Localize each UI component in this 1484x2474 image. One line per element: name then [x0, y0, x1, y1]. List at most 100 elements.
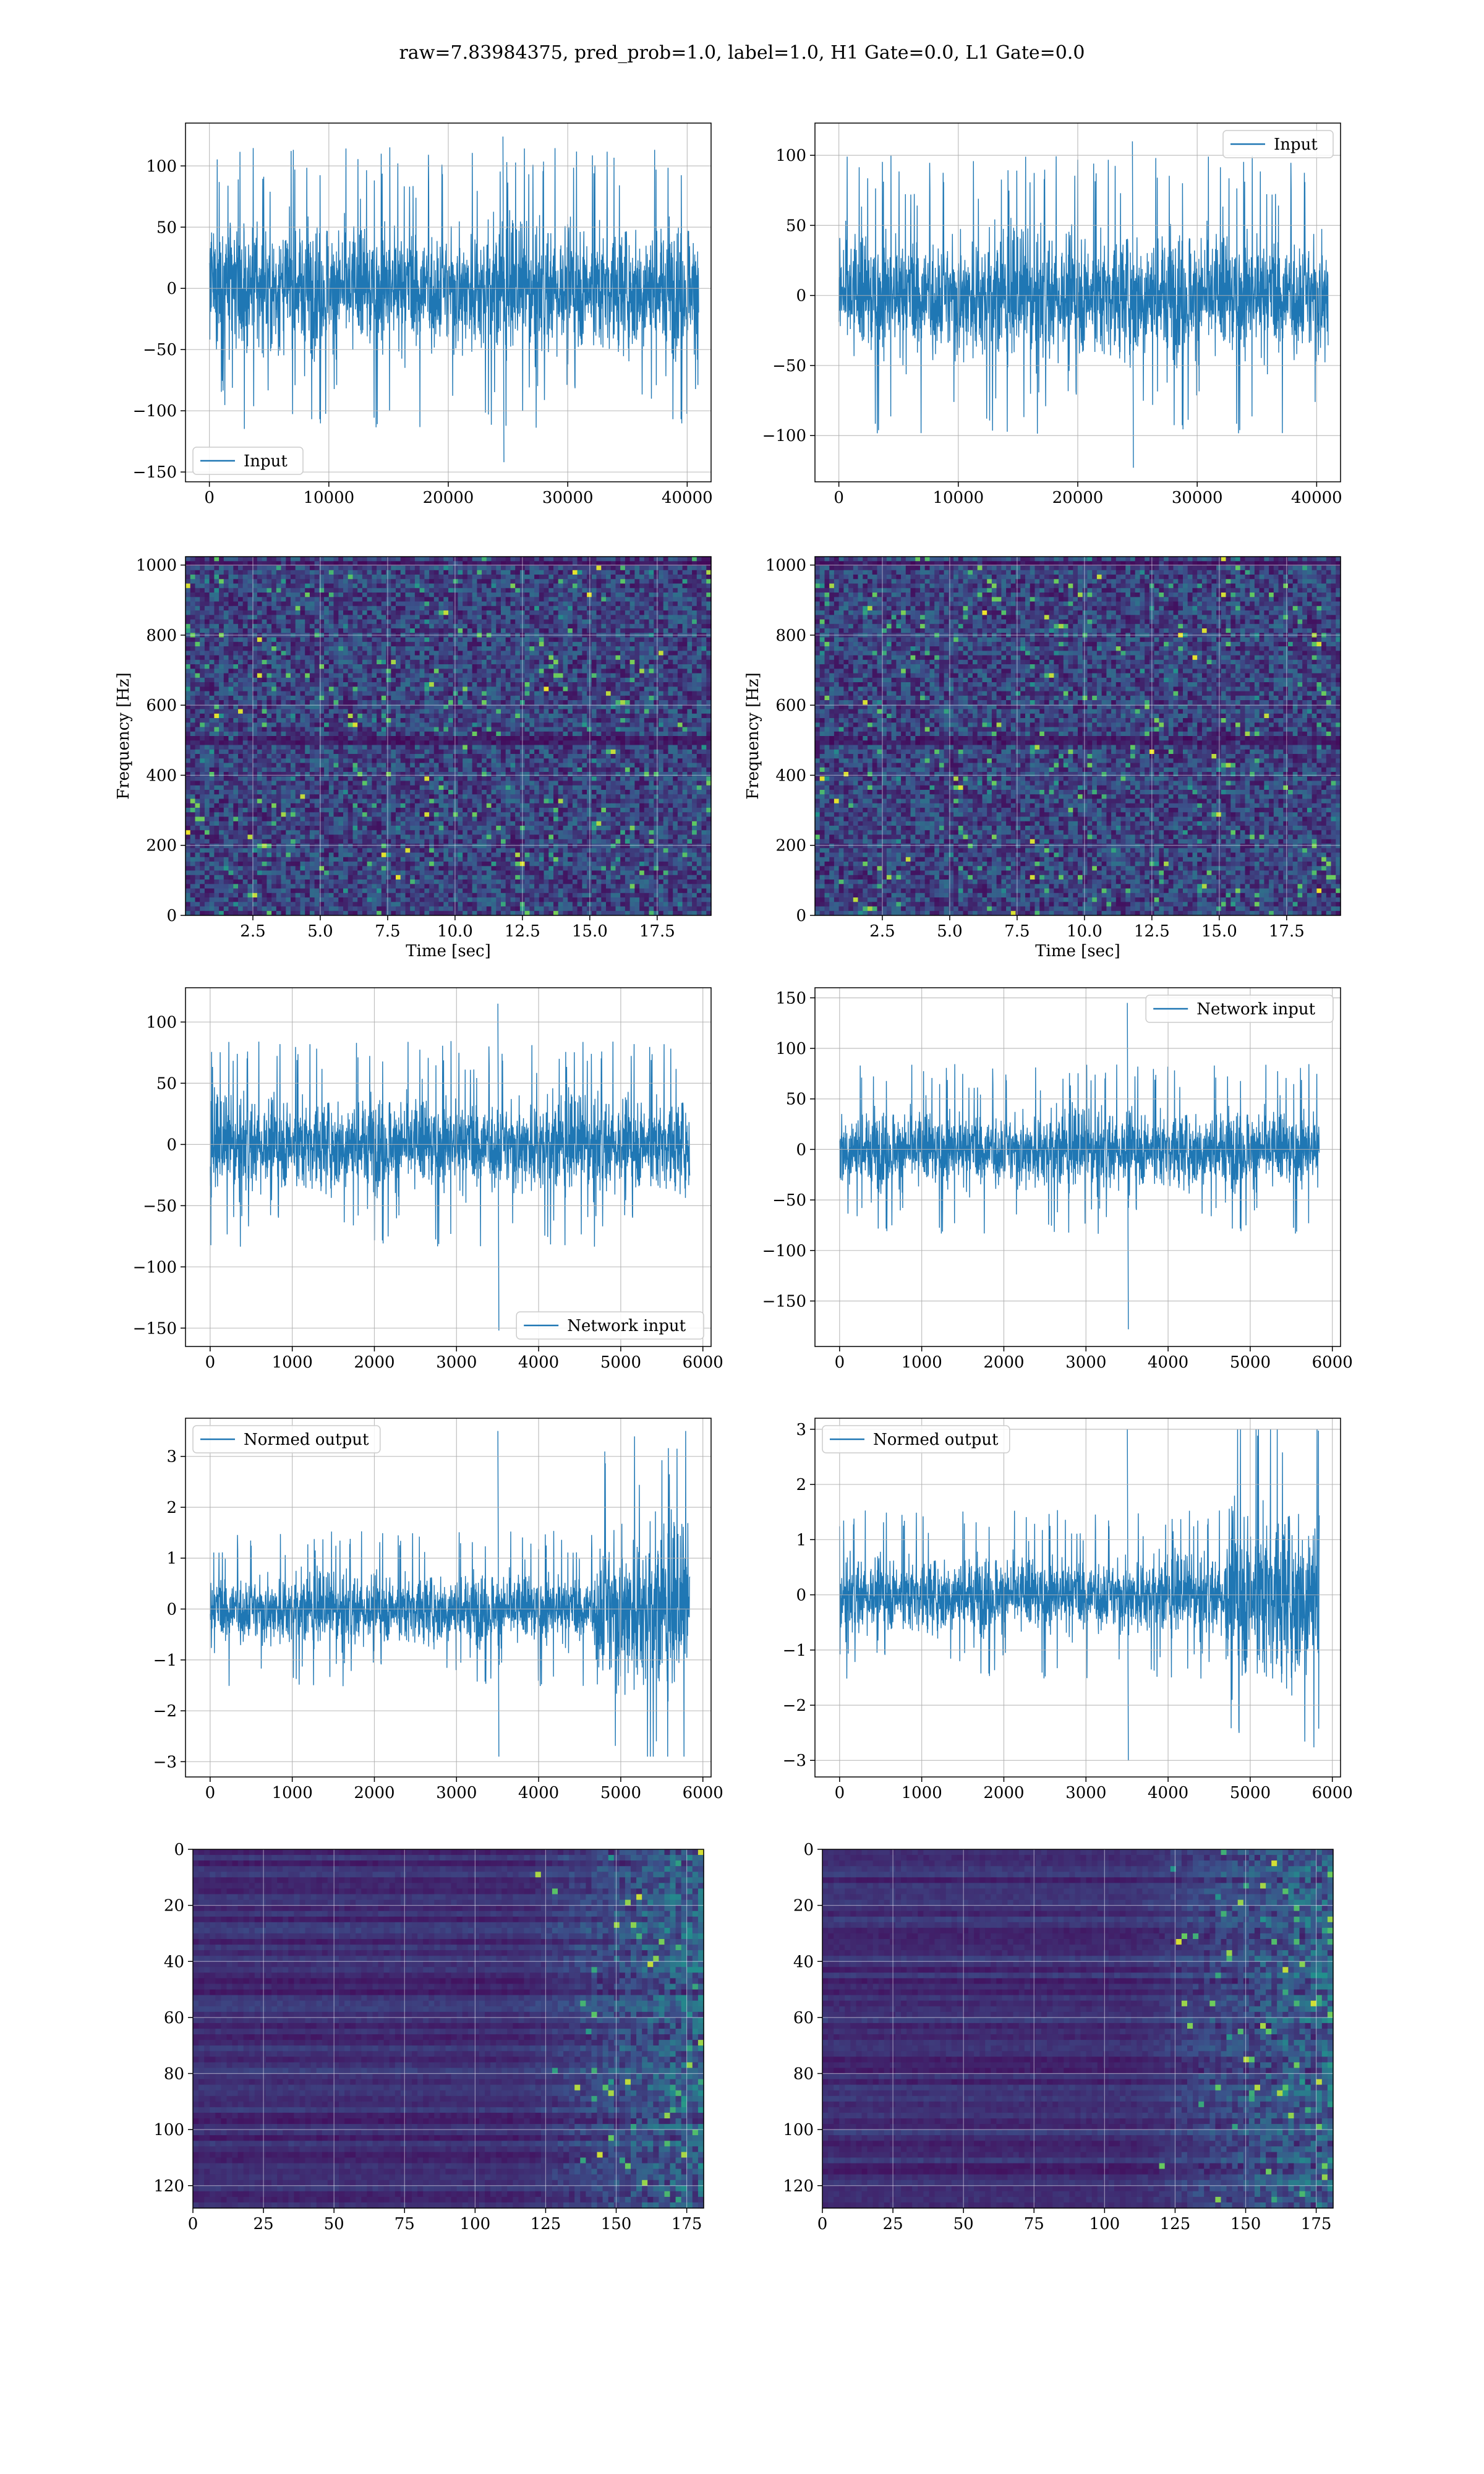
heatmap-cell [367, 638, 372, 643]
heatmap-cell [553, 646, 558, 651]
heatmap-cell [443, 579, 448, 584]
heatmap-cell [639, 736, 644, 741]
heatmap-cell [582, 696, 587, 701]
heatmap-cell [348, 620, 353, 625]
heatmap-cell [482, 620, 487, 625]
heatmap-cell [210, 740, 215, 745]
heatmap-cell [406, 660, 411, 665]
heatmap-cell [214, 754, 219, 759]
heatmap-cell [190, 678, 195, 683]
heatmap-cell [324, 588, 329, 593]
heatmap-cell [243, 669, 248, 674]
heatmap-cell [195, 682, 200, 687]
heatmap-cell [205, 682, 210, 687]
heatmap-cell [286, 615, 291, 620]
heatmap-cell [539, 628, 544, 633]
heatmap-cell [248, 745, 253, 750]
heatmap-cell [233, 709, 238, 714]
heatmap-cell [482, 718, 487, 723]
heatmap-cell [568, 709, 573, 714]
heatmap-cell [310, 570, 315, 575]
heatmap-cell [582, 750, 587, 755]
heatmap-cell [439, 664, 444, 669]
heatmap-cell [420, 660, 425, 665]
heatmap-cell [229, 674, 234, 678]
heatmap-cell [553, 588, 558, 593]
heatmap-cell [415, 745, 420, 750]
heatmap-cell [324, 700, 329, 705]
heatmap-cell [616, 732, 621, 737]
heatmap-cell [396, 718, 401, 723]
heatmap-cell [439, 674, 444, 678]
heatmap-cell [443, 557, 448, 562]
heatmap-cell [678, 593, 683, 597]
heatmap-cell [639, 709, 644, 714]
heatmap-cell [205, 628, 210, 633]
heatmap-cell [186, 628, 190, 633]
heatmap-cell [219, 700, 224, 705]
heatmap-cell [558, 642, 563, 647]
heatmap-cell [458, 570, 463, 575]
heatmap-cell [506, 597, 511, 602]
heatmap-cell [654, 651, 659, 656]
heatmap-cell [229, 575, 234, 580]
heatmap-cell [492, 754, 497, 759]
heatmap-cell [391, 727, 396, 732]
heatmap-cell [372, 664, 377, 669]
heatmap-cell [357, 696, 362, 701]
heatmap-cell [439, 709, 444, 714]
heatmap-cell [248, 732, 253, 737]
heatmap-cell [243, 642, 248, 647]
heatmap-cell [539, 642, 544, 647]
heatmap-cell [678, 646, 683, 651]
heatmap-cell [553, 557, 558, 562]
heatmap-cell [544, 722, 549, 727]
heatmap-cell [214, 669, 219, 674]
heatmap-cell [515, 696, 520, 701]
heatmap-cell [329, 579, 334, 584]
heatmap-cell [219, 615, 224, 620]
heatmap-cell [267, 557, 271, 562]
heatmap-cell [582, 660, 587, 665]
heatmap-cell [238, 610, 243, 615]
heatmap-cell [544, 678, 549, 683]
heatmap-cell [343, 656, 348, 661]
heatmap-cell [348, 593, 353, 597]
heatmap-cell [305, 696, 310, 701]
heatmap-cell [233, 593, 238, 597]
heatmap-cell [291, 750, 296, 755]
heatmap-cell [539, 602, 544, 607]
heatmap-cell [582, 718, 587, 723]
heatmap-cell [262, 700, 267, 705]
heatmap-cell [348, 740, 353, 745]
heatmap-cell [243, 745, 248, 750]
heatmap-cell [501, 602, 506, 607]
heatmap-cell [357, 678, 362, 683]
heatmap-cell [525, 718, 530, 723]
heatmap-cell [458, 700, 463, 705]
heatmap-cell [377, 754, 382, 759]
heatmap-cell [606, 674, 611, 678]
heatmap-cell [620, 557, 625, 562]
heatmap-cell [233, 597, 238, 602]
heatmap-cell [496, 687, 501, 691]
heatmap-cell [649, 740, 654, 745]
heatmap-cell [377, 557, 382, 562]
chart-panel-input-left: 0 10000 20000 30000 40000−150−100−50050100In… [133, 123, 713, 507]
heatmap-cell [281, 593, 286, 597]
heatmap-cell [186, 750, 190, 755]
heatmap-cell [439, 593, 444, 597]
heatmap-cell [310, 656, 315, 661]
heatmap-cell [544, 588, 549, 593]
heatmap-cell [611, 597, 616, 602]
heatmap-cell [219, 642, 224, 647]
heatmap-cell [630, 714, 635, 719]
heatmap-cell [406, 615, 411, 620]
heatmap-cell [573, 557, 578, 562]
heatmap-cell [396, 732, 401, 737]
heatmap-cell [424, 656, 429, 661]
heatmap-cell [448, 606, 453, 611]
heatmap-cell [606, 620, 611, 625]
heatmap-cell [296, 669, 301, 674]
heatmap-cell [644, 709, 649, 714]
